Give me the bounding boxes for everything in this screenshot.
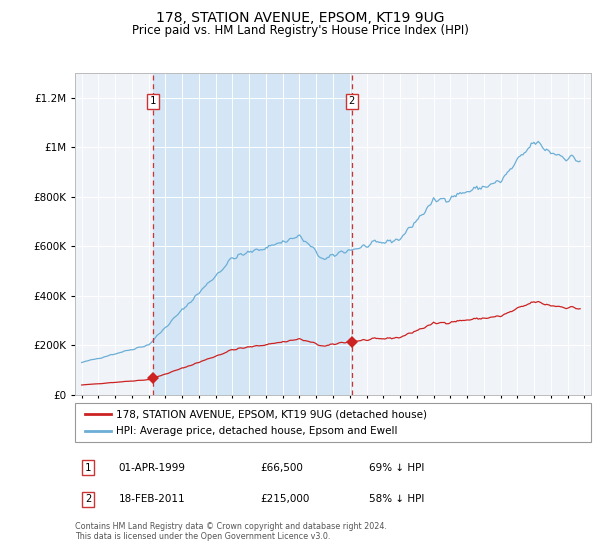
Text: Price paid vs. HM Land Registry's House Price Index (HPI): Price paid vs. HM Land Registry's House … [131, 24, 469, 36]
Text: HPI: Average price, detached house, Epsom and Ewell: HPI: Average price, detached house, Epso… [116, 426, 398, 436]
Text: 01-APR-1999: 01-APR-1999 [119, 463, 186, 473]
Text: Contains HM Land Registry data © Crown copyright and database right 2024.
This d: Contains HM Land Registry data © Crown c… [75, 522, 387, 542]
Text: 69% ↓ HPI: 69% ↓ HPI [369, 463, 424, 473]
Text: 178, STATION AVENUE, EPSOM, KT19 9UG: 178, STATION AVENUE, EPSOM, KT19 9UG [156, 11, 444, 25]
Text: 2: 2 [349, 96, 355, 106]
Text: 1: 1 [150, 96, 156, 106]
Text: 1: 1 [85, 463, 91, 473]
Text: 178, STATION AVENUE, EPSOM, KT19 9UG (detached house): 178, STATION AVENUE, EPSOM, KT19 9UG (de… [116, 409, 427, 419]
Text: 2: 2 [85, 494, 91, 504]
Text: 58% ↓ HPI: 58% ↓ HPI [369, 494, 424, 504]
Text: £66,500: £66,500 [261, 463, 304, 473]
Bar [153, 73, 352, 395]
Text: 18-FEB-2011: 18-FEB-2011 [119, 494, 185, 504]
Text: £215,000: £215,000 [261, 494, 310, 504]
